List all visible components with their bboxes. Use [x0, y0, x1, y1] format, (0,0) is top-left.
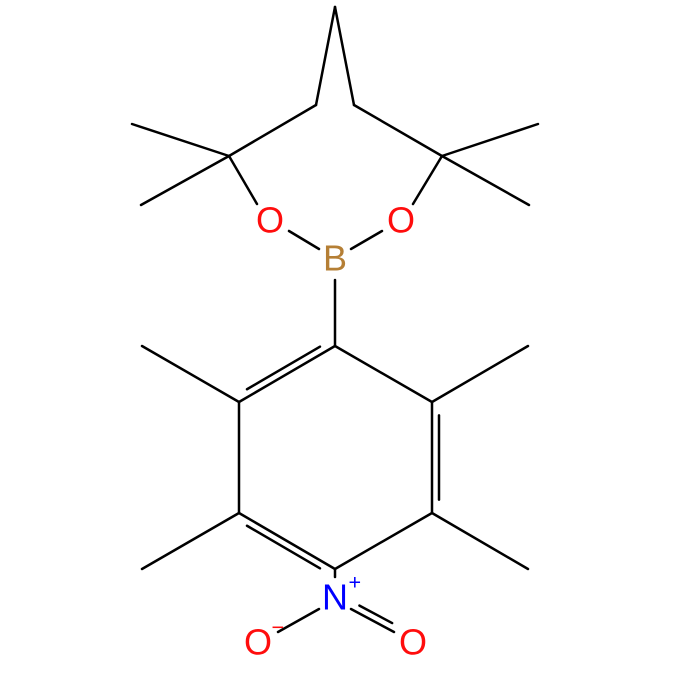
svg-text:N: N: [322, 577, 348, 618]
svg-text:O: O: [387, 200, 415, 241]
svg-text:B: B: [323, 238, 347, 279]
svg-text:O: O: [244, 622, 272, 663]
svg-text:O: O: [399, 622, 427, 663]
svg-text:+: +: [348, 569, 361, 594]
svg-text:O: O: [256, 200, 284, 241]
molecule-diagram: OOBN+O−O: [0, 0, 700, 700]
svg-text:−: −: [271, 614, 284, 639]
